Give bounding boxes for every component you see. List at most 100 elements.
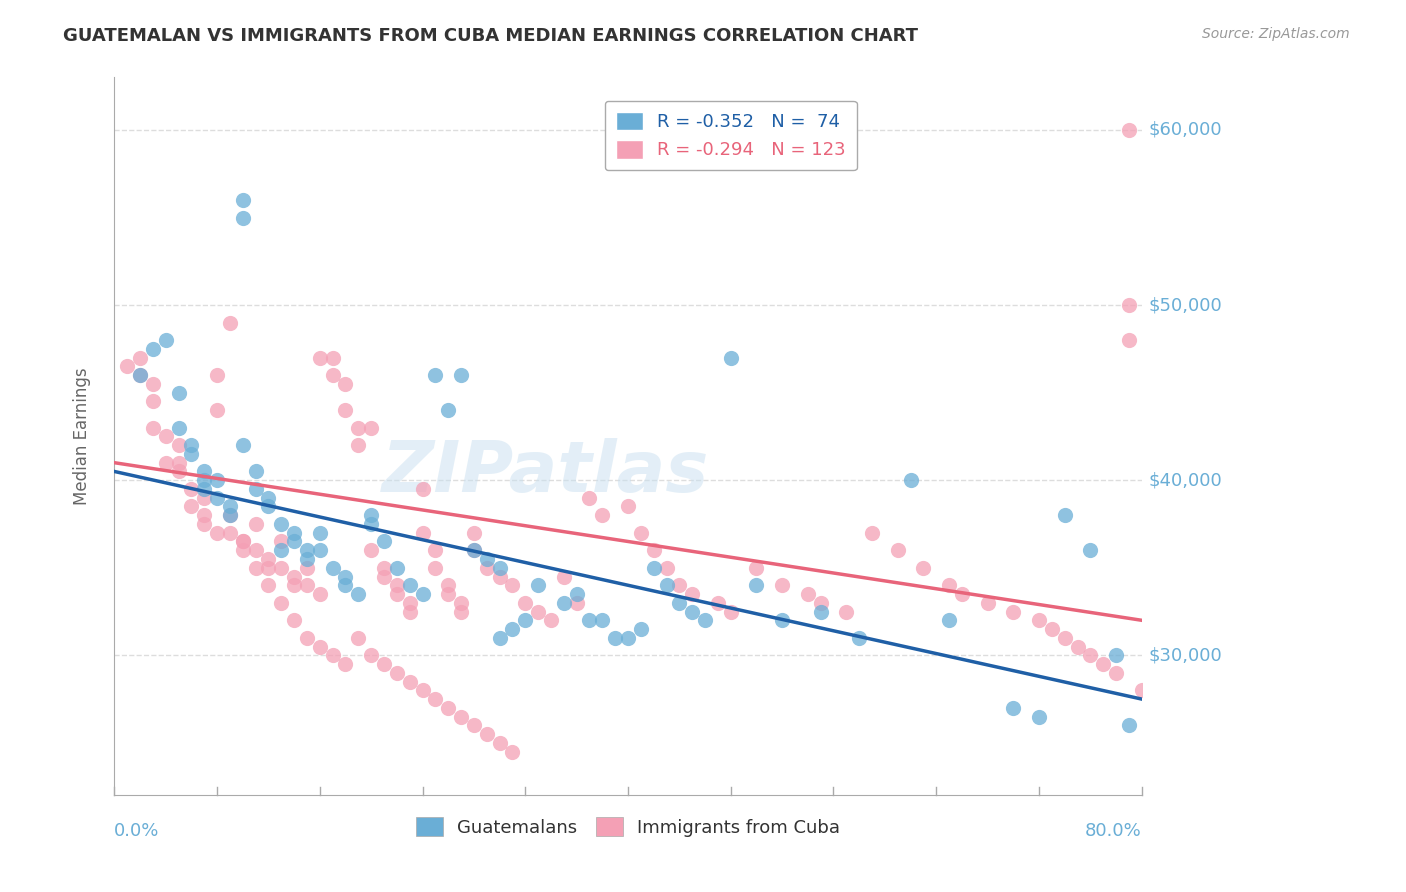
Point: [1066, 640, 1088, 654]
Point: [115, 359, 138, 374]
Point: [643, 560, 665, 574]
Point: [976, 596, 998, 610]
Point: [463, 525, 485, 540]
Text: GUATEMALAN VS IMMIGRANTS FROM CUBA MEDIAN EARNINGS CORRELATION CHART: GUATEMALAN VS IMMIGRANTS FROM CUBA MEDIA…: [63, 27, 918, 45]
Point: [385, 587, 408, 601]
Point: [335, 569, 357, 583]
Point: [245, 560, 267, 574]
Point: [1053, 631, 1076, 645]
Point: [797, 587, 820, 601]
Point: [232, 543, 254, 558]
Point: [270, 560, 292, 574]
Point: [129, 351, 152, 365]
Point: [283, 534, 305, 549]
Point: [142, 342, 165, 356]
Point: [385, 578, 408, 592]
Text: 0.0%: 0.0%: [114, 822, 160, 839]
Text: Median Earnings: Median Earnings: [73, 368, 91, 505]
Point: [643, 543, 665, 558]
Point: [707, 596, 730, 610]
Point: [501, 745, 523, 759]
Point: [668, 578, 690, 592]
Point: [308, 587, 330, 601]
Point: [218, 316, 240, 330]
Point: [450, 368, 472, 383]
Point: [295, 578, 318, 592]
Point: [322, 560, 344, 574]
Legend: Guatemalans, Immigrants from Cuba: Guatemalans, Immigrants from Cuba: [409, 810, 848, 844]
Point: [373, 560, 395, 574]
Point: [360, 648, 382, 663]
Text: $50,000: $50,000: [1149, 296, 1222, 314]
Point: [860, 525, 883, 540]
Point: [232, 211, 254, 225]
Point: [450, 605, 472, 619]
Point: [425, 368, 447, 383]
Point: [1118, 718, 1140, 732]
Point: [373, 569, 395, 583]
Point: [193, 516, 215, 531]
Point: [475, 552, 498, 566]
Point: [900, 473, 922, 487]
Point: [437, 701, 460, 715]
Point: [515, 613, 537, 627]
Text: $30,000: $30,000: [1149, 647, 1222, 665]
Point: [322, 648, 344, 663]
Point: [1118, 123, 1140, 137]
Point: [398, 578, 420, 592]
Point: [745, 578, 768, 592]
Point: [501, 578, 523, 592]
Text: ZIPatlas: ZIPatlas: [382, 438, 710, 507]
Point: [295, 631, 318, 645]
Point: [1092, 657, 1115, 671]
Point: [283, 569, 305, 583]
Point: [218, 500, 240, 514]
Point: [232, 193, 254, 207]
Point: [245, 465, 267, 479]
Point: [886, 543, 908, 558]
Point: [155, 429, 177, 443]
Point: [232, 438, 254, 452]
Point: [295, 543, 318, 558]
Point: [425, 692, 447, 706]
Point: [270, 543, 292, 558]
Point: [630, 525, 652, 540]
Point: [360, 516, 382, 531]
Point: [167, 465, 190, 479]
Point: [835, 605, 858, 619]
Point: [257, 491, 280, 505]
Point: [270, 596, 292, 610]
Point: [398, 596, 420, 610]
Point: [257, 500, 280, 514]
Point: [1130, 683, 1153, 698]
Point: [1118, 333, 1140, 347]
Point: [245, 543, 267, 558]
Point: [205, 491, 228, 505]
Point: [167, 420, 190, 434]
Point: [373, 657, 395, 671]
Point: [142, 420, 165, 434]
Point: [770, 613, 793, 627]
Point: [1053, 508, 1076, 523]
Point: [218, 508, 240, 523]
Point: [1078, 648, 1101, 663]
Point: [347, 631, 370, 645]
Point: [385, 560, 408, 574]
Point: [668, 596, 690, 610]
Point: [167, 385, 190, 400]
Point: [681, 587, 703, 601]
Point: [578, 613, 600, 627]
Point: [193, 482, 215, 496]
Point: [450, 596, 472, 610]
Point: [412, 587, 434, 601]
Point: [950, 587, 973, 601]
Point: [527, 605, 550, 619]
Point: [335, 578, 357, 592]
Point: [129, 368, 152, 383]
Point: [720, 351, 742, 365]
Point: [463, 543, 485, 558]
Point: [245, 516, 267, 531]
Point: [1028, 613, 1050, 627]
Point: [142, 376, 165, 391]
Point: [412, 482, 434, 496]
